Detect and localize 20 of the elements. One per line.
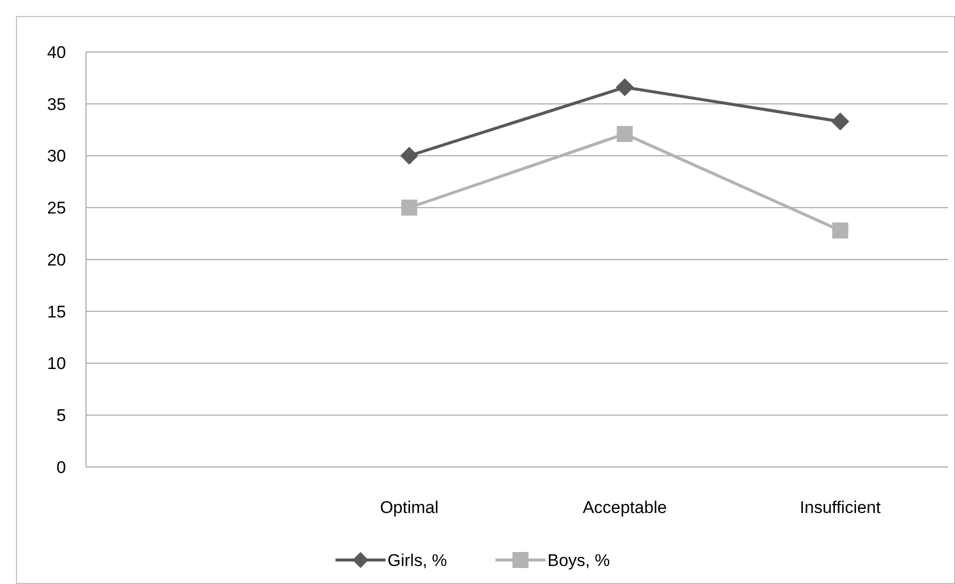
y-tick-label: 0 bbox=[56, 458, 66, 477]
point bbox=[832, 222, 848, 238]
x-tick-label: Optimal bbox=[380, 498, 439, 517]
point bbox=[400, 146, 418, 165]
y-tick-label: 15 bbox=[47, 302, 66, 322]
point bbox=[831, 112, 850, 131]
y-tick-label: 25 bbox=[47, 198, 66, 218]
x-tick-label: Acceptable bbox=[582, 498, 667, 517]
legend-label: Boys, % bbox=[548, 550, 610, 570]
y-tick-label: 10 bbox=[47, 354, 66, 374]
y-tick-label: 35 bbox=[47, 94, 66, 114]
y-tick-label: 20 bbox=[47, 250, 66, 270]
point bbox=[401, 200, 418, 216]
point bbox=[616, 78, 634, 96]
y-tick-label: 5 bbox=[56, 406, 66, 426]
y-tick-label: 30 bbox=[47, 146, 66, 166]
point bbox=[616, 126, 633, 142]
y-tick-label: 40 bbox=[47, 42, 66, 62]
x-tick-label: Insufficient bbox=[800, 498, 881, 517]
legend-label: Girls, % bbox=[388, 550, 447, 570]
